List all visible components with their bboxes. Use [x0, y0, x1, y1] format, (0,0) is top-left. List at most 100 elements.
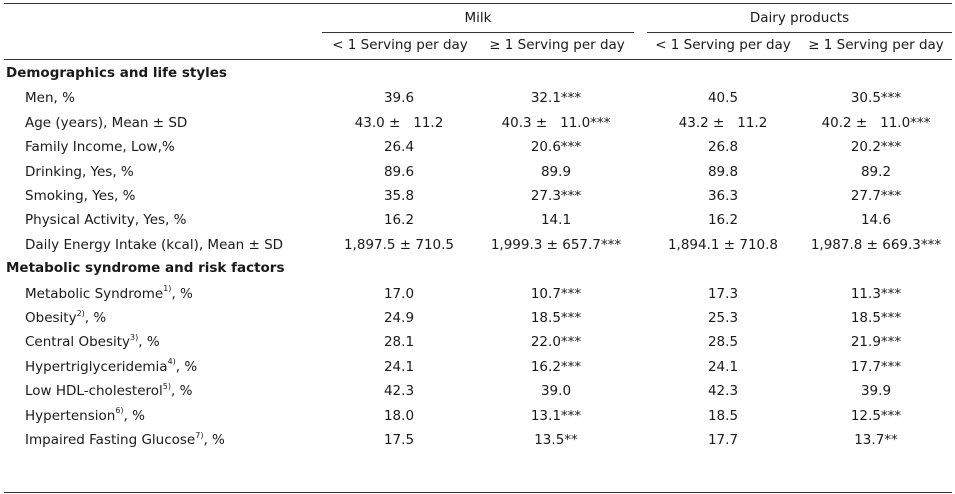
table-cell: 12.5*** [850, 407, 902, 424]
table-cell: 24.9 [383, 310, 415, 326]
subheader-dairy-lt1: < 1 Serving per day [655, 37, 791, 53]
table-cell: 18.5*** [530, 310, 582, 326]
table-cell: 16.2*** [530, 358, 582, 375]
subheader-milk-lt1: < 1 Serving per day [332, 37, 468, 53]
row-label-text: Age (years), Mean ± SD [25, 114, 188, 131]
row-label: Central Obesity3), % [25, 333, 160, 351]
table-cell: 43.0 ± 11.2 [354, 114, 444, 131]
table-cell: 1,897.5 ± 710.5 [343, 236, 455, 253]
row-label-suffix: , % [171, 383, 193, 400]
dairy-group-rule [647, 32, 952, 33]
table-cell: 17.7*** [850, 358, 902, 375]
header-bottom-rule [4, 59, 952, 60]
table-cell: 39.9 [860, 383, 892, 400]
row-label: Low HDL-cholesterol5), % [25, 382, 192, 400]
table-cell: 27.3*** [530, 188, 582, 204]
row-label-suffix: , % [171, 285, 193, 302]
footnote-marker: 7) [195, 430, 204, 440]
row-label-text: Smoking, Yes, % [25, 188, 136, 204]
row-label: Hypertriglyceridemia4), % [25, 358, 197, 376]
table-cell: 17.3 [707, 285, 739, 302]
table-cell: 11.3*** [850, 285, 902, 302]
table-cell: 17.5 [383, 432, 415, 448]
table-cell: 39.6 [383, 90, 415, 107]
table-cell: 27.7*** [850, 188, 902, 204]
table-cell: 40.2 ± 11.0*** [821, 114, 931, 131]
row-label: Physical Activity, Yes, % [25, 211, 186, 229]
bottom-rule [4, 492, 952, 493]
row-label-suffix: , % [138, 334, 160, 351]
table-cell: 13.7** [854, 432, 898, 448]
table-cell: 25.3 [707, 310, 739, 326]
section-header: Demographics and life styles [6, 65, 227, 81]
table-cell: 42.3 [383, 383, 415, 400]
table-cell: 1,987.8 ± 669.3*** [810, 236, 942, 253]
row-label-suffix: , % [84, 310, 107, 326]
table-cell: 16.2 [707, 212, 739, 229]
table-cell: 17.7 [707, 432, 739, 448]
group-header-dairy: Dairy products [749, 10, 850, 26]
footnote-marker: 4) [167, 357, 176, 367]
table-cell: 89.9 [540, 163, 572, 180]
table-cell: 21.9*** [850, 334, 902, 351]
table-cell: 24.1 [383, 358, 415, 375]
row-label-suffix: , % [123, 407, 145, 424]
table-cell: 89.8 [707, 163, 739, 180]
row-label-text: Drinking, Yes, % [25, 163, 134, 180]
row-label: Impaired Fasting Glucose7), % [25, 431, 225, 449]
footnote-marker: 6) [115, 406, 124, 416]
table-cell: 24.1 [707, 358, 739, 375]
table-cell: 10.7*** [530, 285, 582, 302]
row-label: Age (years), Mean ± SD [25, 114, 187, 132]
row-label: Hypertension6), % [25, 407, 145, 425]
table-cell: 35.8 [383, 188, 415, 204]
subheader-dairy-ge1: ≥ 1 Serving per day [808, 37, 944, 53]
table-cell: 26.8 [707, 139, 739, 156]
subheader-milk-ge1: ≥ 1 Serving per day [489, 37, 625, 53]
section-header: Metabolic syndrome and risk factors [6, 260, 285, 277]
top-rule [4, 3, 952, 4]
row-label: Obesity2), % [25, 309, 106, 327]
table-cell: 1,894.1 ± 710.8 [667, 236, 779, 253]
table-cell: 16.2 [383, 212, 415, 229]
row-label-text: Hypertension [25, 407, 116, 424]
table-cell: 22.0*** [530, 334, 582, 351]
table-cell: 40.3 ± 11.0*** [501, 114, 611, 131]
row-label-text: Impaired Fasting Glucose [25, 432, 196, 448]
footnote-marker: 5) [162, 381, 171, 391]
row-label-text: Metabolic Syndrome [25, 285, 164, 302]
row-label: Family Income, Low,% [25, 138, 175, 156]
row-label-suffix: , % [203, 432, 225, 448]
row-label-text: Hypertriglyceridemia [25, 358, 168, 375]
row-label-text: Family Income, Low,% [25, 139, 175, 156]
table-cell: 17.0 [383, 285, 415, 302]
table-cell: 18.5*** [850, 310, 902, 326]
row-label: Smoking, Yes, % [25, 187, 135, 205]
table-cell: 26.4 [383, 139, 415, 156]
table-cell: 28.1 [383, 334, 415, 351]
row-label: Daily Energy Intake (kcal), Mean ± SD [25, 236, 283, 254]
group-header-milk: Milk [464, 10, 492, 26]
table-cell: 14.6 [860, 212, 892, 229]
table-cell: 13.1*** [530, 407, 582, 424]
footnote-marker: 3) [130, 332, 139, 342]
milk-group-rule [322, 32, 634, 33]
table-cell: 30.5*** [850, 90, 902, 107]
table-cell: 43.2 ± 11.2 [678, 114, 768, 131]
table-cell: 18.5 [707, 407, 739, 424]
table-cell: 39.0 [540, 383, 572, 400]
table-cell: 89.2 [860, 163, 892, 180]
row-label-suffix: , % [175, 358, 198, 375]
row-label: Metabolic Syndrome1), % [25, 285, 193, 303]
row-label-text: Physical Activity, Yes, % [25, 212, 187, 229]
row-label-text: Obesity [25, 310, 77, 326]
row-label-text: Central Obesity [25, 334, 131, 351]
row-label-text: Men, % [25, 90, 75, 107]
footnote-marker: 1) [163, 284, 172, 294]
footnote-marker: 2) [76, 308, 85, 318]
table-cell: 32.1*** [530, 90, 582, 107]
row-label: Men, % [25, 89, 75, 107]
row-label-text: Low HDL-cholesterol [25, 383, 163, 400]
table-cell: 20.2*** [850, 139, 902, 156]
row-label: Drinking, Yes, % [25, 163, 134, 181]
